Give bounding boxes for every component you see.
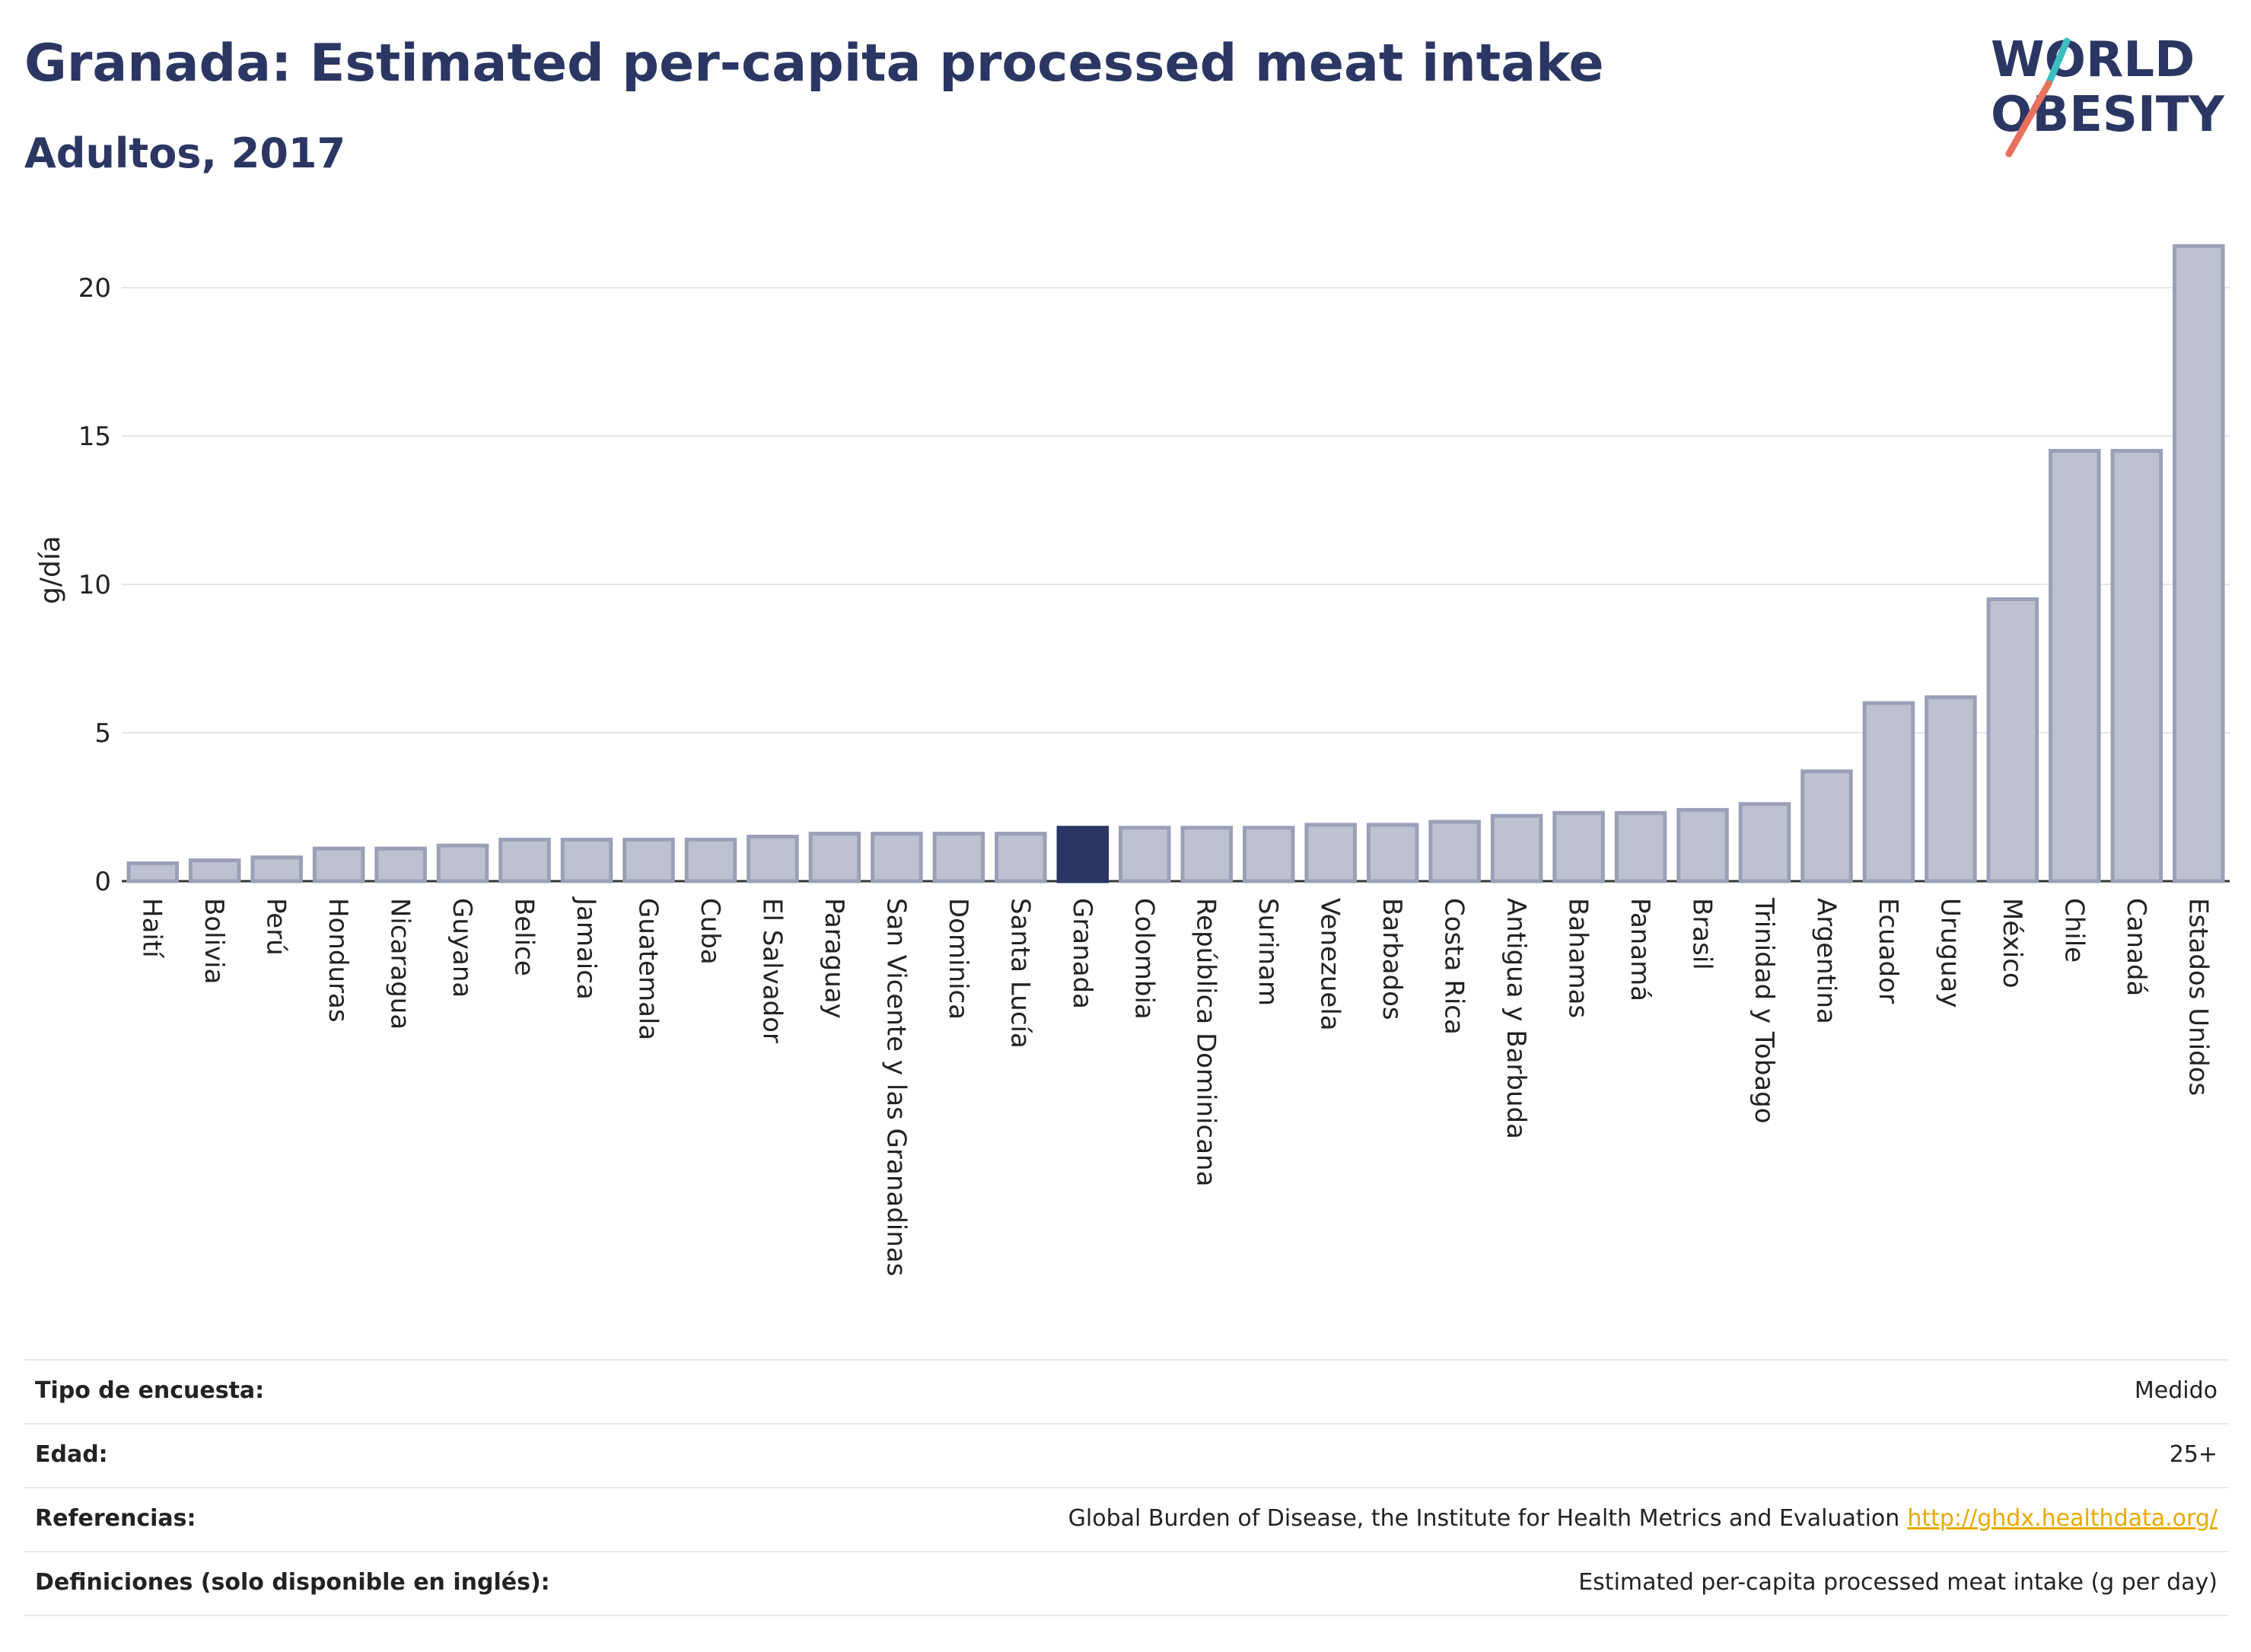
x-tick-label: Surinam xyxy=(1253,898,1283,1006)
x-tick-label: Cuba xyxy=(695,898,725,965)
chart-title: Granada: Estimated per-capita processed … xyxy=(24,33,1604,94)
x-tick-label: Estados Unidos xyxy=(2183,898,2213,1096)
y-tick-label: 5 xyxy=(94,718,111,749)
bar xyxy=(1304,823,1357,883)
bar xyxy=(747,835,799,883)
info-row-definitions: Definiciones (solo disponible en inglés)… xyxy=(24,1551,2228,1616)
x-tick-label: Argentina xyxy=(1810,898,1841,1024)
y-tick-label: 10 xyxy=(78,570,111,600)
y-tick-labels: 0 5 10 15 20 xyxy=(78,273,111,897)
x-tick-label: Trinidad y Tobago xyxy=(1749,897,1779,1124)
x-tick-label: Colombia xyxy=(1129,898,1159,1020)
bar xyxy=(1366,823,1419,883)
bar xyxy=(622,837,675,883)
bar xyxy=(932,832,985,883)
reference-text: Global Burden of Disease, the Institute … xyxy=(1068,1505,1900,1532)
x-tick-label: Jamaica xyxy=(571,896,601,1000)
bar xyxy=(808,832,861,883)
logo-slash-teal xyxy=(2045,37,2071,88)
bar-chart: 0 5 10 15 20 Haití Bolivia Perú Honduras Nicarag… xyxy=(35,244,2230,1276)
bar xyxy=(1180,826,1234,883)
x-tick-label: Santa Lucía xyxy=(1005,898,1035,1049)
info-row-age: Edad: 25+ xyxy=(24,1423,2228,1487)
x-tick-labels: Haití Bolivia Perú Honduras Nicaragua Guyana B… xyxy=(137,896,2214,1276)
bar xyxy=(374,846,427,883)
reference-link[interactable]: http://ghdx.healthdata.org/ xyxy=(1907,1505,2218,1532)
x-tick-label: Guatemala xyxy=(633,898,664,1040)
info-label: Referencias: xyxy=(35,1505,196,1532)
info-label: Edad: xyxy=(35,1441,108,1468)
bar xyxy=(1986,597,2039,883)
y-tick-label: 20 xyxy=(78,273,111,304)
info-value: Medido xyxy=(2134,1377,2218,1404)
info-label: Definiciones (solo disponible en inglés)… xyxy=(35,1569,550,1596)
x-tick-label: Belice xyxy=(509,898,540,976)
bar xyxy=(436,843,489,883)
bar xyxy=(1862,701,1915,883)
info-row-references: Referencias: Global Burden of Disease, t… xyxy=(24,1487,2228,1551)
info-value-references: Global Burden of Disease, the Institute … xyxy=(1068,1505,2218,1532)
y-axis-label: g/día xyxy=(35,536,66,604)
x-tick-label: Perú xyxy=(261,898,291,956)
chart-subtitle: Adultos, 2017 xyxy=(24,129,346,177)
info-table: Tipo de encuesta: Medido Edad: 25+ Refer… xyxy=(24,1359,2228,1616)
x-tick-label: Nicaragua xyxy=(385,898,415,1030)
bar xyxy=(560,837,613,883)
x-tick-label: Bahamas xyxy=(1563,898,1594,1018)
x-tick-label: Canadá xyxy=(2121,898,2151,996)
bar xyxy=(312,846,365,883)
info-value: Estimated per-capita processed meat inta… xyxy=(1578,1569,2218,1596)
bar xyxy=(2049,449,2101,883)
bar xyxy=(684,837,737,883)
x-tick-label: Ecuador xyxy=(1873,898,1903,1004)
x-tick-label: Paraguay xyxy=(819,898,849,1019)
x-tick-label: El Salvador xyxy=(756,898,787,1043)
bar xyxy=(250,855,303,883)
x-tick-label: Granada xyxy=(1067,898,1097,1009)
x-tick-label: Venezuela xyxy=(1315,898,1345,1031)
x-tick-label: Costa Rica xyxy=(1439,898,1469,1035)
x-tick-label: República Dominicana xyxy=(1191,898,1221,1186)
bar xyxy=(1676,807,1729,883)
x-tick-label: Haití xyxy=(137,898,167,959)
bar xyxy=(1428,820,1481,883)
y-tick-label: 15 xyxy=(78,422,111,452)
info-value: 25+ xyxy=(2169,1441,2218,1468)
bar xyxy=(498,837,551,883)
bar-highlighted xyxy=(1056,826,1110,883)
info-label: Tipo de encuesta: xyxy=(35,1377,265,1404)
logo-slash-coral xyxy=(2005,80,2052,158)
x-tick-label: San Vicente y las Granadinas xyxy=(880,898,911,1276)
x-tick-label: México xyxy=(1997,898,2027,988)
x-tick-label: Bolivia xyxy=(199,898,229,984)
world-obesity-logo: WORLD OBESITY xyxy=(1991,32,2224,158)
x-tick-label: Dominica xyxy=(943,898,973,1020)
logo-word-world: WORLD xyxy=(1991,32,2195,88)
bar xyxy=(1118,826,1171,883)
bars xyxy=(126,244,2225,883)
bar xyxy=(1614,810,1667,883)
bar xyxy=(1242,826,1295,883)
x-tick-label: Uruguay xyxy=(1934,898,1965,1008)
x-tick-label: Guyana xyxy=(447,898,477,998)
bar xyxy=(1738,802,1791,883)
bar xyxy=(1800,769,1853,883)
bar xyxy=(1552,810,1605,883)
bar xyxy=(188,858,241,883)
bar xyxy=(995,832,1047,883)
x-tick-label: Antigua y Barbuda xyxy=(1501,898,1531,1139)
x-tick-label: Brasil xyxy=(1687,898,1718,970)
bar xyxy=(2172,244,2225,883)
bar xyxy=(2110,449,2163,883)
x-tick-label: Chile xyxy=(2058,898,2089,963)
bar xyxy=(1925,695,1977,883)
x-tick-label: Barbados xyxy=(1377,898,1407,1020)
y-tick-label: 0 xyxy=(94,867,111,897)
bar xyxy=(1490,813,1543,883)
x-tick-label: Honduras xyxy=(323,898,353,1023)
info-row-survey-type: Tipo de encuesta: Medido xyxy=(24,1359,2228,1423)
x-tick-label: Panamá xyxy=(1625,898,1655,1001)
bar xyxy=(871,832,923,883)
bar xyxy=(126,861,180,883)
